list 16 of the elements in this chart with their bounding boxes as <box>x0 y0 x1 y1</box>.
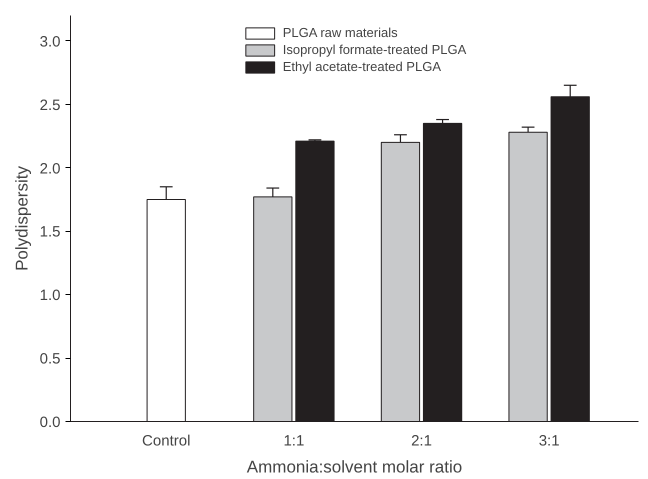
y-tick-label: 2.5 <box>40 96 61 114</box>
y-tick-label: 0.5 <box>40 350 61 368</box>
x-axis-title: Ammonia:solvent molar ratio <box>246 458 462 476</box>
y-axis-title: Polydispersity <box>12 166 32 271</box>
legend-label: Ethyl acetate-treated PLGA <box>282 59 441 74</box>
legend-label: PLGA raw materials <box>282 25 398 40</box>
y-tick-label: 3.0 <box>40 33 61 50</box>
legend-label: Isopropyl formate-treated PLGA <box>282 42 466 57</box>
y-tick-label: 1.5 <box>40 224 61 241</box>
x-tick-label: 1:1 <box>283 432 304 450</box>
x-tick-label: Control <box>142 432 190 450</box>
x-tick-label: 3:1 <box>538 432 560 450</box>
x-tick-label: 2:1 <box>411 432 432 450</box>
y-tick-label: 0.0 <box>40 414 61 431</box>
y-tick-label: 1.0 <box>40 287 61 304</box>
y-tick-label: 2.0 <box>40 160 61 178</box>
